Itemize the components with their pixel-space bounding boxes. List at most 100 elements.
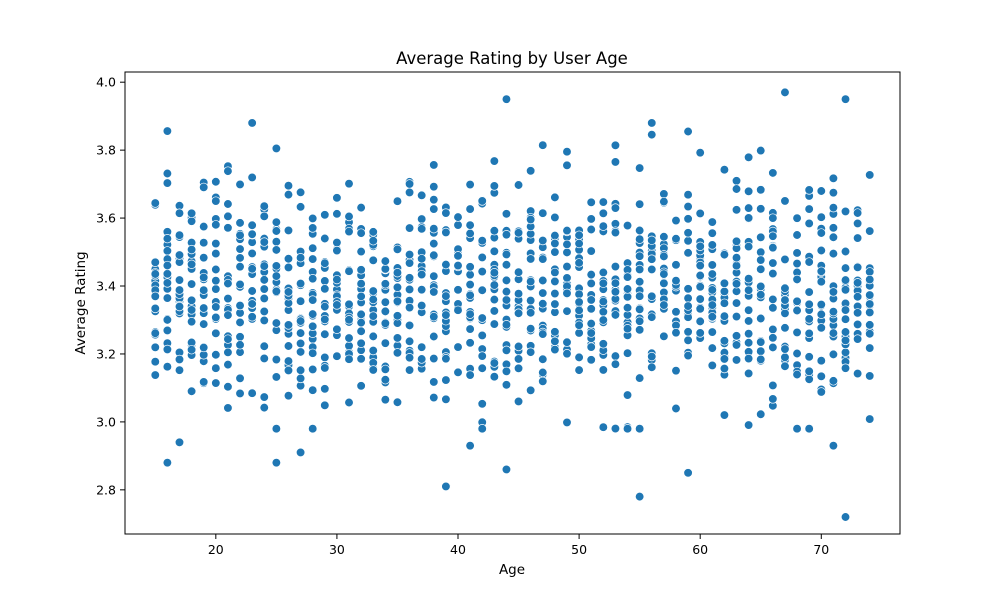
data-point xyxy=(465,270,475,280)
data-point xyxy=(707,240,717,250)
data-point xyxy=(223,223,233,233)
x-tick-label: 40 xyxy=(450,542,466,557)
data-point xyxy=(283,262,294,273)
data-point xyxy=(598,208,608,218)
data-point xyxy=(259,353,269,364)
data-point xyxy=(828,441,839,451)
data-point xyxy=(695,148,705,158)
data-point xyxy=(816,299,826,310)
data-point xyxy=(295,253,306,263)
data-point xyxy=(840,314,851,324)
data-point xyxy=(417,300,427,311)
data-point xyxy=(804,314,814,324)
data-point xyxy=(501,320,512,330)
data-point xyxy=(683,190,693,200)
x-tick-label: 30 xyxy=(329,542,345,557)
data-point xyxy=(513,267,524,277)
data-point xyxy=(804,257,814,267)
data-point xyxy=(622,390,633,400)
data-point xyxy=(635,373,645,383)
data-point xyxy=(562,239,572,250)
data-point xyxy=(344,299,354,309)
data-point xyxy=(526,166,536,176)
data-point xyxy=(247,299,257,309)
data-point xyxy=(356,246,366,257)
data-point xyxy=(320,233,330,244)
data-point xyxy=(320,384,330,394)
data-point xyxy=(647,264,657,275)
data-point xyxy=(792,348,802,359)
data-point xyxy=(550,192,560,203)
data-point xyxy=(259,211,269,221)
data-point xyxy=(429,377,439,387)
data-point xyxy=(695,270,705,281)
data-point xyxy=(635,424,645,434)
data-point xyxy=(513,289,524,299)
data-point xyxy=(598,221,608,231)
data-point xyxy=(538,329,548,339)
data-point xyxy=(162,315,173,325)
y-axis-title: Average Rating xyxy=(73,251,89,354)
data-point xyxy=(768,333,778,343)
data-point xyxy=(743,203,754,213)
data-point xyxy=(283,225,294,236)
data-point xyxy=(828,349,839,360)
data-point xyxy=(707,285,717,295)
data-point xyxy=(235,332,245,342)
data-point xyxy=(308,348,318,358)
data-point xyxy=(707,343,717,353)
y-tick-label: 3.6 xyxy=(96,211,116,226)
y-tick-label: 4.0 xyxy=(96,75,116,90)
data-point xyxy=(429,312,439,322)
data-point xyxy=(453,212,463,222)
data-point xyxy=(417,224,427,234)
x-tick-label: 50 xyxy=(571,542,587,557)
data-point xyxy=(683,201,693,212)
data-point xyxy=(586,224,596,235)
data-point xyxy=(550,267,560,278)
data-point xyxy=(719,165,730,175)
data-point xyxy=(223,293,233,304)
data-point xyxy=(804,366,814,376)
data-point xyxy=(247,388,257,398)
y-tick-label: 2.8 xyxy=(96,482,116,497)
data-point xyxy=(538,354,548,364)
data-point xyxy=(610,310,621,320)
data-point xyxy=(598,307,608,317)
data-point xyxy=(816,186,826,196)
data-point xyxy=(308,213,318,224)
data-point xyxy=(429,353,439,364)
data-point xyxy=(259,275,269,285)
data-point xyxy=(199,285,209,295)
data-point xyxy=(695,304,705,314)
data-point xyxy=(840,305,851,315)
data-point xyxy=(211,312,221,323)
data-point xyxy=(780,352,790,362)
data-point xyxy=(840,246,851,257)
data-point xyxy=(671,366,681,376)
data-point xyxy=(295,347,306,357)
data-point xyxy=(610,203,621,213)
data-point xyxy=(804,424,814,434)
data-point xyxy=(308,254,318,264)
data-point xyxy=(283,181,294,191)
data-point xyxy=(550,276,560,287)
data-point xyxy=(489,372,499,382)
data-point xyxy=(743,241,754,252)
data-point xyxy=(332,209,342,219)
data-point xyxy=(247,286,257,296)
data-point xyxy=(635,225,645,236)
data-point xyxy=(756,409,766,419)
data-point xyxy=(344,266,354,276)
data-point xyxy=(780,254,790,265)
data-point xyxy=(368,294,378,305)
data-point xyxy=(550,230,560,241)
data-point xyxy=(429,195,439,205)
data-point xyxy=(211,350,221,360)
y-tick-label: 3.2 xyxy=(96,346,116,361)
data-point xyxy=(392,348,403,358)
data-point xyxy=(804,374,814,384)
data-point xyxy=(780,87,790,98)
data-point xyxy=(235,279,245,290)
data-point xyxy=(380,375,391,385)
